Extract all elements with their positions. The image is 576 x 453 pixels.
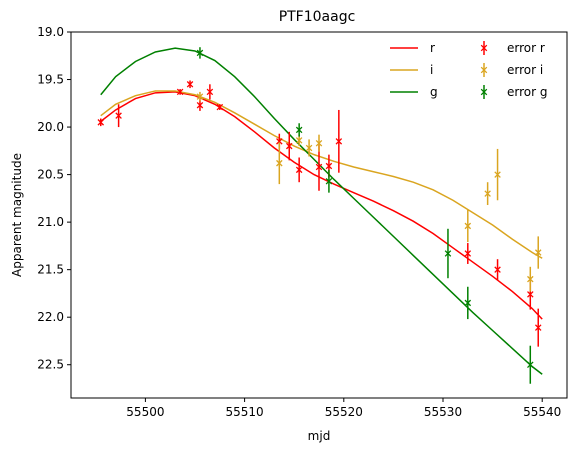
svg-text:r: r <box>430 41 435 55</box>
errorbar-point <box>285 131 293 161</box>
y-axis: 19.0 19.5 20.0 20.5 21.0 21.5 22.0 22.5 <box>37 25 71 372</box>
y-tick-label: 21.5 <box>37 263 64 277</box>
legend-item-error-g: error g <box>480 85 547 99</box>
errorbar-point <box>464 243 472 264</box>
x-tick-label: 55540 <box>523 405 561 419</box>
errorbar-point <box>115 104 122 128</box>
series-line-i <box>100 90 543 259</box>
errorbar-point <box>196 91 204 102</box>
y-tick-label: 19.0 <box>37 25 64 39</box>
y-tick-label: 20.5 <box>37 168 64 182</box>
errorbar-point <box>335 109 343 173</box>
errorbar-point <box>295 157 303 183</box>
x-tick-label: 55530 <box>424 405 462 419</box>
errorbar-point <box>527 345 534 384</box>
errorbar-point <box>295 123 303 137</box>
errorbar-point <box>534 308 542 347</box>
svg-text:i: i <box>430 63 433 77</box>
series-line-r <box>100 91 543 320</box>
y-tick-label: 20.0 <box>37 120 64 134</box>
svg-text:error g: error g <box>507 85 547 99</box>
plot-frame <box>70 31 568 399</box>
errorbar-point <box>276 142 283 185</box>
legend-item-error-i: error i <box>480 63 543 77</box>
chart-title: PTF10aagc <box>279 9 356 25</box>
errorbar-point <box>534 236 542 269</box>
errorbar-point <box>494 259 501 281</box>
errorbar-point <box>444 228 452 279</box>
legend: rig error r error i error g <box>390 41 547 99</box>
errorbar-point <box>464 286 472 320</box>
y-axis-label: Apparent magnitude <box>10 153 24 277</box>
errorbar-point <box>295 134 303 147</box>
series-line-g <box>100 47 543 375</box>
errorbar-point <box>216 103 224 111</box>
svg-text:error i: error i <box>507 63 543 77</box>
errorbar-point <box>176 88 184 96</box>
errorbar-point <box>186 80 194 89</box>
errorbar-point <box>97 118 105 127</box>
legend-item-i: i <box>390 63 433 77</box>
svg-text:error r: error r <box>507 41 545 55</box>
errorbar-point <box>315 134 323 152</box>
svg-text:g: g <box>430 85 438 99</box>
errorbar-point <box>464 209 472 243</box>
errorbar-point <box>196 47 204 59</box>
x-tick-label: 55510 <box>226 405 264 419</box>
x-axis-label: mjd <box>308 429 331 443</box>
errorbar-point <box>494 148 501 201</box>
y-tick-label: 22.0 <box>37 310 64 324</box>
x-tick-label: 55520 <box>325 405 363 419</box>
errorbar-point <box>325 169 333 193</box>
x-axis: 55500 55510 55520 55530 55540 <box>126 398 561 419</box>
legend-item-r: r <box>390 41 435 55</box>
legend-item-g: g <box>390 85 438 99</box>
errorbar-point <box>305 139 313 157</box>
y-tick-label: 19.5 <box>37 73 64 87</box>
errorbar-point <box>484 182 491 206</box>
y-tick-label: 21.0 <box>37 215 64 229</box>
y-tick-label: 22.5 <box>37 358 64 372</box>
errorbar-point <box>206 84 214 100</box>
x-tick-label: 55500 <box>126 405 164 419</box>
errorbar-point <box>527 266 534 292</box>
legend-item-error-r: error r <box>480 41 545 55</box>
